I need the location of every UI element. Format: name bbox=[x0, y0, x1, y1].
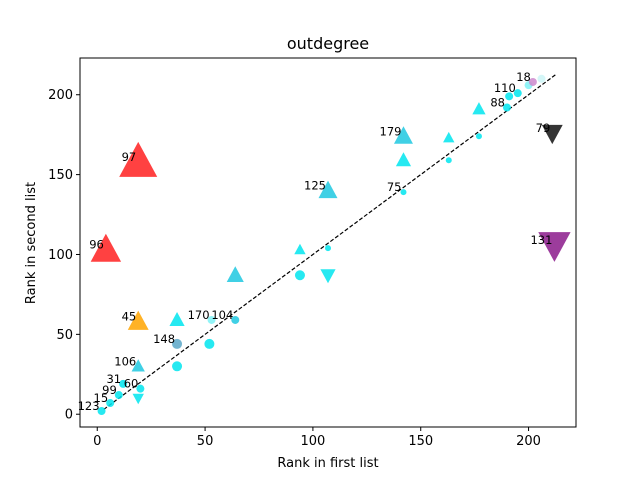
point-label: 18 bbox=[516, 70, 531, 84]
x-tick-label: 150 bbox=[408, 434, 433, 449]
y-axis-label: Rank in second list bbox=[24, 182, 39, 304]
data-point bbox=[226, 266, 244, 282]
data-point bbox=[114, 391, 123, 400]
point-label: 97 bbox=[122, 150, 137, 164]
data-point bbox=[325, 245, 331, 252]
point-label: 88 bbox=[490, 96, 505, 110]
data-point bbox=[472, 102, 486, 115]
data-point bbox=[207, 315, 216, 324]
data-point bbox=[443, 131, 455, 143]
data-point bbox=[119, 379, 128, 388]
data-point bbox=[231, 315, 240, 324]
data-point bbox=[294, 243, 306, 255]
data-point bbox=[131, 359, 145, 372]
point-label: 79 bbox=[536, 121, 551, 135]
data-point bbox=[169, 311, 185, 326]
data-point bbox=[106, 399, 115, 408]
point-label: 31 bbox=[106, 372, 121, 386]
data-point bbox=[528, 77, 537, 86]
data-point bbox=[132, 393, 144, 405]
x-tick-label: 0 bbox=[93, 434, 101, 449]
data-point bbox=[395, 152, 412, 167]
point-label: 131 bbox=[530, 233, 552, 247]
point-label: 96 bbox=[89, 238, 104, 252]
data-point bbox=[204, 338, 215, 349]
data-point bbox=[320, 269, 336, 284]
data-point bbox=[127, 310, 149, 330]
point-label: 123 bbox=[78, 399, 100, 413]
data-point bbox=[294, 270, 305, 281]
data-point bbox=[172, 338, 183, 349]
y-tick-label: 50 bbox=[56, 328, 73, 343]
x-tick-label: 50 bbox=[197, 434, 214, 449]
y-tick-label: 200 bbox=[48, 88, 73, 103]
data-point bbox=[537, 74, 546, 83]
data-point bbox=[136, 384, 145, 393]
point-label: 99 bbox=[102, 383, 117, 397]
y-tick-label: 0 bbox=[65, 408, 73, 423]
point-label: 45 bbox=[122, 310, 137, 324]
data-point bbox=[318, 180, 338, 199]
diagonal-reference-line bbox=[103, 73, 557, 410]
data-point bbox=[445, 157, 452, 164]
point-label: 125 bbox=[304, 179, 326, 193]
data-point bbox=[172, 361, 183, 372]
y-tick-label: 150 bbox=[48, 168, 73, 183]
data-point bbox=[502, 103, 511, 112]
y-axis: 0 50 100 150 200 bbox=[48, 88, 80, 423]
point-label: 106 bbox=[114, 354, 136, 368]
point-label: 110 bbox=[494, 81, 516, 95]
x-tick-label: 200 bbox=[516, 434, 541, 449]
data-point bbox=[97, 407, 106, 416]
y-tick-label: 100 bbox=[48, 248, 73, 263]
data-point bbox=[475, 133, 482, 140]
point-label: 15 bbox=[94, 391, 109, 405]
point-label: 179 bbox=[380, 124, 402, 138]
data-point bbox=[90, 233, 122, 262]
data-point bbox=[541, 124, 563, 145]
data-point bbox=[119, 141, 158, 177]
plot-frame bbox=[79, 57, 577, 428]
data-point bbox=[505, 92, 514, 101]
data-point bbox=[538, 232, 571, 262]
x-axis-label: Rank in first list bbox=[277, 456, 378, 471]
point-label: 104 bbox=[211, 308, 233, 322]
point-label: 170 bbox=[188, 308, 210, 322]
point-label: 60 bbox=[124, 377, 139, 391]
data-point bbox=[393, 126, 413, 144]
x-axis: 0 50 100 150 200 bbox=[93, 427, 541, 449]
point-label: 148 bbox=[153, 332, 175, 346]
data-point bbox=[513, 89, 522, 98]
plot-marks bbox=[90, 73, 571, 416]
x-tick-label: 100 bbox=[300, 434, 325, 449]
point-label: 75 bbox=[387, 180, 402, 194]
chart-title: outdegree bbox=[287, 34, 369, 53]
data-point bbox=[400, 189, 407, 196]
